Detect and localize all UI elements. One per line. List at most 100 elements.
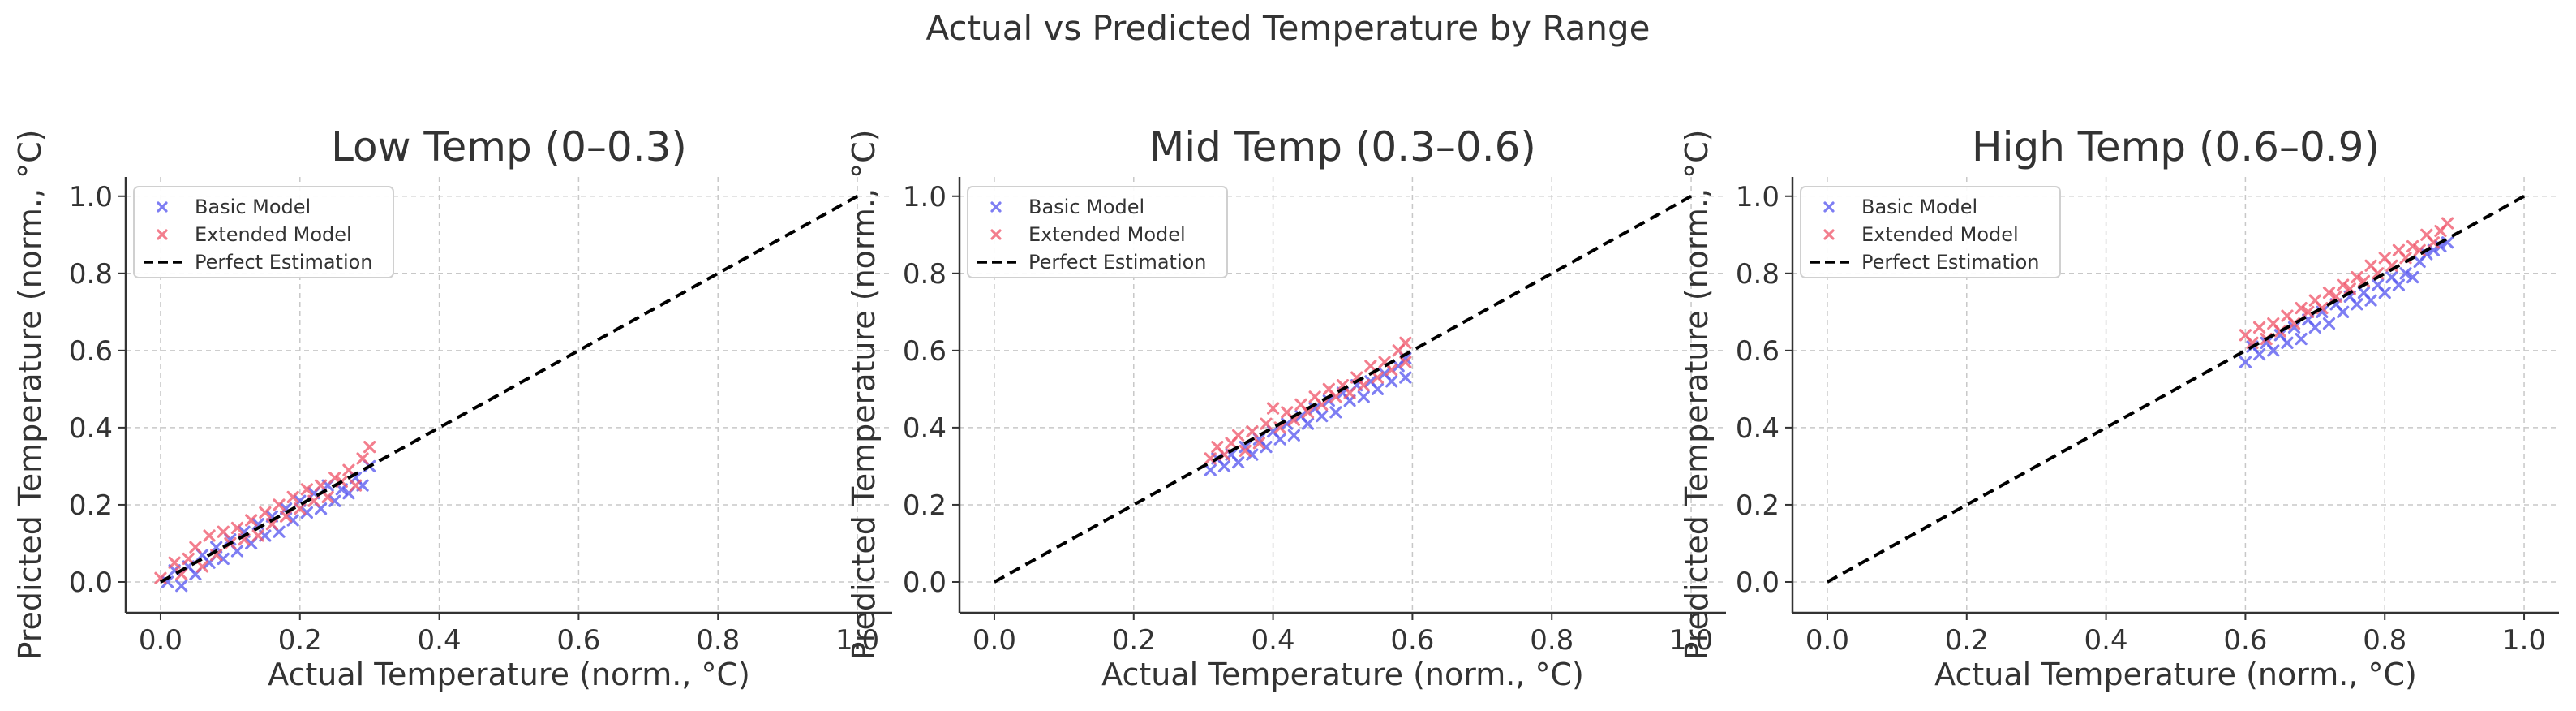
- legend-frame: [1800, 186, 2061, 278]
- y-tick-label: 0.0: [69, 567, 113, 599]
- subplot-2: 0.0 0.2 0.4 0.6 0.8 1.0 0.0 0.2 0.4 0.6 0.8 1.0 Mid …: [846, 123, 1726, 692]
- extended-model-point: [1357, 379, 1370, 392]
- legend-label: Basic Model: [195, 196, 311, 218]
- x-tick-label: 0.0: [139, 624, 182, 657]
- basic-model-point: [2392, 278, 2406, 291]
- extended-model-point: [189, 541, 202, 554]
- extended-model-point: [1385, 364, 1398, 377]
- basic-model-point: [1371, 382, 1385, 395]
- y-tick-label: 0.6: [69, 335, 113, 368]
- y-tick-label: 0.2: [903, 489, 947, 522]
- extended-model-point: [2343, 282, 2356, 295]
- extended-model-point: [168, 556, 181, 569]
- x-tick-label: 0.0: [1805, 624, 1849, 657]
- extended-model-point: [2351, 270, 2363, 284]
- basic-model-point: [2252, 348, 2266, 361]
- extended-model-point: [273, 498, 286, 511]
- extended-model-point: [251, 529, 264, 542]
- y-tick-label: 0.4: [1736, 412, 1780, 445]
- extended-model-point: [307, 494, 320, 507]
- x-tick-label: 0.2: [1112, 624, 1156, 657]
- extended-model-point: [286, 490, 299, 504]
- extended-model-point: [321, 490, 334, 504]
- extended-model-point: [182, 552, 195, 566]
- y-tick-label: 0.2: [1736, 489, 1780, 522]
- y-axis-label: Predicted Temperature (norm., °C): [1679, 130, 1715, 661]
- basic-model-point: [328, 494, 341, 507]
- y-tick-label: 0.8: [69, 258, 113, 291]
- extended-model-point: [2406, 239, 2419, 253]
- y-tick-label: 0.6: [1736, 335, 1780, 368]
- basic-model-point: [175, 580, 188, 592]
- basic-model-point: [2239, 356, 2252, 368]
- extended-model-point: [328, 472, 341, 485]
- legend-label: Perfect Estimation: [195, 251, 373, 274]
- basic-model-point: [1273, 433, 1286, 446]
- y-tick-label: 0.8: [903, 258, 947, 291]
- extended-model-point: [349, 479, 363, 492]
- basic-model-point: [1204, 463, 1217, 476]
- x-tick-label: 0.4: [2084, 624, 2128, 657]
- basic-model-point: [2378, 286, 2391, 299]
- legend-extended-swatch: [157, 229, 168, 240]
- extended-model-point: [1364, 360, 1377, 373]
- extended-model-point: [259, 506, 272, 519]
- x-tick-label: 0.0: [972, 624, 1016, 657]
- basic-model-point: [300, 506, 313, 519]
- legend-basic-swatch: [990, 201, 1002, 213]
- y-tick-label: 1.0: [69, 181, 113, 213]
- basic-model-point: [1287, 429, 1300, 442]
- x-tick-label: 0.8: [696, 624, 740, 657]
- extended-model-point: [2322, 286, 2336, 299]
- subplot-title: High Temp (0.6–0.9): [1972, 123, 2380, 170]
- subplot-title: Mid Temp (0.3–0.6): [1149, 123, 1536, 170]
- x-tick-label: 0.4: [418, 624, 462, 657]
- basic-model-point: [1316, 410, 1329, 423]
- extended-model-point: [2252, 321, 2266, 334]
- legend: Basic Model Extended Model Perfect Estimat…: [967, 186, 1228, 278]
- extended-model-point: [1252, 437, 1266, 450]
- legend-label: Extended Model: [1028, 223, 1186, 246]
- extended-model-point: [314, 479, 328, 492]
- y-tick-label: 0.6: [903, 335, 947, 368]
- extended-model-point: [2329, 290, 2342, 303]
- legend-extended-swatch: [1823, 229, 1835, 240]
- extended-model-point: [1329, 390, 1342, 403]
- y-tick-label: 1.0: [903, 181, 947, 213]
- extended-model-point: [294, 502, 307, 515]
- basic-model-point: [1260, 441, 1273, 454]
- extended-model-point: [2337, 278, 2350, 291]
- legend-extended-swatch: [990, 229, 1002, 240]
- subplot-title: Low Temp (0–0.3): [331, 123, 687, 170]
- extended-model-point: [279, 510, 293, 523]
- basic-model-point: [1246, 448, 1259, 461]
- y-axis-label: Predicted Temperature (norm., °C): [846, 130, 882, 661]
- extended-model-point: [1399, 356, 1412, 368]
- subplot-3: 0.0 0.2 0.4 0.6 0.8 1.0 0.0 0.2 0.4 0.6 0.8 1.0 High…: [1679, 123, 2559, 692]
- perfect-estimation-line: [993, 195, 1693, 584]
- basic-model-point: [2406, 270, 2419, 284]
- x-tick-label: 0.2: [278, 624, 322, 657]
- legend-frame: [133, 186, 394, 278]
- legend-frame: [967, 186, 1228, 278]
- y-axis-label: Predicted Temperature (norm., °C): [12, 130, 48, 661]
- extended-model-point: [2441, 217, 2454, 230]
- extended-model-point: [342, 463, 355, 476]
- extended-model-point: [230, 521, 244, 535]
- basic-model-point: [1329, 406, 1342, 419]
- basic-model-point: [1301, 417, 1315, 430]
- x-tick-label: 1.0: [2502, 624, 2546, 657]
- x-tick-label: 1.0: [835, 624, 879, 657]
- x-tick-label: 0.6: [2223, 624, 2267, 657]
- extended-model-point: [363, 441, 376, 454]
- extended-model-point: [265, 518, 279, 531]
- legend-label: Basic Model: [1861, 196, 1977, 218]
- basic-model-point: [2308, 321, 2321, 334]
- y-tick-label: 0.2: [69, 489, 113, 522]
- extended-model-point: [1301, 406, 1315, 419]
- perfect-estimation-line: [1826, 195, 2526, 584]
- basic-model-point: [1217, 459, 1231, 473]
- basic-model-point: [1357, 390, 1370, 403]
